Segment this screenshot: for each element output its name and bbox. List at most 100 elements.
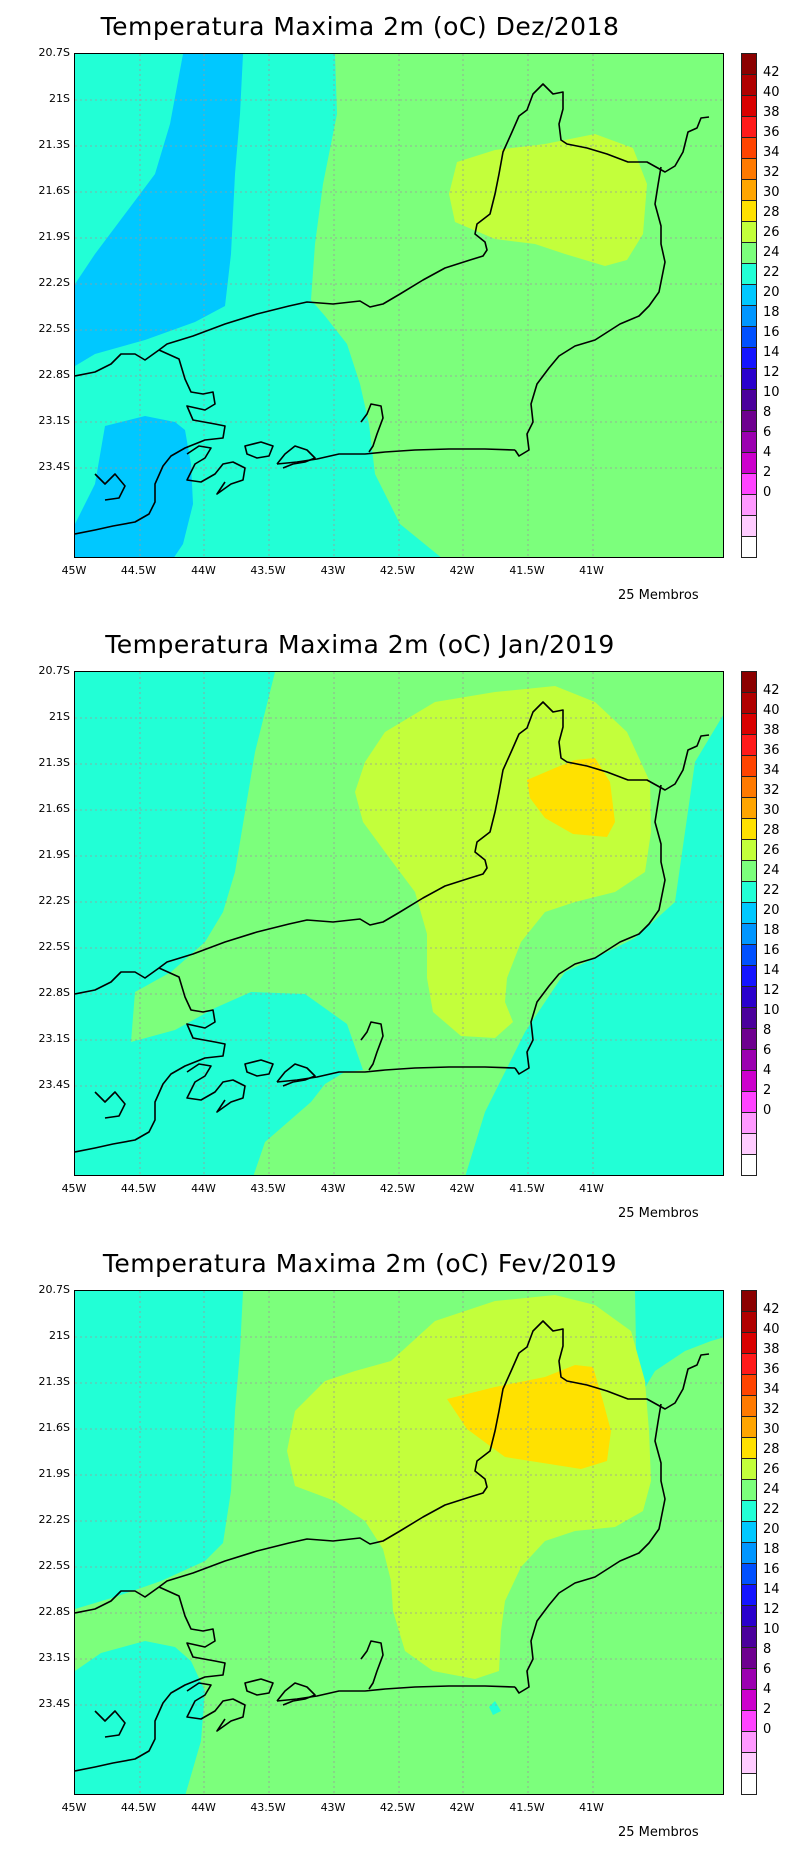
colorbar-swatch <box>741 734 757 755</box>
colorbar-label: 28 <box>763 823 780 838</box>
latitude-tick: 23.4S <box>38 1078 70 1091</box>
latitude-tick: 22.8S <box>38 1605 70 1618</box>
colorbar-swatch <box>741 1731 757 1752</box>
latitude-tick: 21.3S <box>38 1375 70 1388</box>
panel-title: Temperatura Maxima 2m (oC) Jan/2019 <box>105 630 615 659</box>
colorbar-swatch <box>741 53 757 74</box>
colorbar-label: 24 <box>763 863 780 878</box>
colorbar-swatch <box>741 284 757 305</box>
colorbar-label: 8 <box>763 405 772 420</box>
panel-title: Temperatura Maxima 2m (oC) Dez/2018 <box>100 12 620 41</box>
latitude-tick: 21.6S <box>38 802 70 815</box>
colorbar-label: 24 <box>763 245 780 260</box>
latitude-tick: 23.1S <box>38 414 70 427</box>
colorbar-swatch <box>741 1710 757 1731</box>
members-label: 25 Membros <box>618 1206 699 1221</box>
colorbar-label: 22 <box>763 883 780 898</box>
latitude-tick: 22.5S <box>38 1559 70 1572</box>
colorbar-label: 30 <box>763 185 780 200</box>
colorbar-label: 4 <box>763 1063 772 1078</box>
colorbar-swatch <box>741 1154 757 1176</box>
colorbar-label: 36 <box>763 743 780 758</box>
forecast-panel-3: Temperatura Maxima 2m (oC) Fev/2019 <box>0 1237 800 1852</box>
latitude-tick: 21.9S <box>38 230 70 243</box>
colorbar-label: 22 <box>763 265 780 280</box>
colorbar-swatch <box>741 1395 757 1416</box>
colorbar-swatch <box>741 1311 757 1332</box>
colorbar-label: 38 <box>763 723 780 738</box>
colorbar-swatch <box>741 881 757 902</box>
contour-22-north <box>75 54 243 366</box>
latitude-tick: 22.8S <box>38 986 70 999</box>
colorbar-label: 6 <box>763 1662 772 1677</box>
colorbar-swatch <box>741 923 757 944</box>
longitude-tick: 43.5W <box>250 1801 286 1814</box>
colorbar-swatch <box>741 839 757 860</box>
colorbar-swatch <box>741 713 757 734</box>
colorbar-swatch <box>741 860 757 881</box>
colorbar-swatch <box>741 410 757 431</box>
latitude-tick: 21S <box>49 92 70 105</box>
colorbar-swatch <box>741 200 757 221</box>
colorbar-swatch <box>741 1605 757 1626</box>
colorbar-swatch <box>741 755 757 776</box>
colorbar-swatch <box>741 818 757 839</box>
longitude-tick: 41.5W <box>509 564 545 577</box>
longitude-tick: 45W <box>61 1801 87 1814</box>
contour-30 <box>447 1365 611 1469</box>
longitude-tick: 44.5W <box>120 1801 157 1814</box>
colorbar-swatch <box>741 902 757 923</box>
colorbar-swatch <box>741 1647 757 1668</box>
colorbar-label: 26 <box>763 1462 780 1477</box>
members-label: 25 Membros <box>618 1825 699 1840</box>
colorbar-swatch <box>741 1007 757 1028</box>
latitude-tick: 23.1S <box>38 1032 70 1045</box>
colorbar-swatch <box>741 158 757 179</box>
members-label: 25 Membros <box>618 588 699 603</box>
colorbar-label: 36 <box>763 1362 780 1377</box>
colorbar-label: 26 <box>763 843 780 858</box>
colorbar-swatch <box>741 1353 757 1374</box>
colorbar-label: 16 <box>763 1562 780 1577</box>
longitude-tick: 41W <box>579 1182 604 1195</box>
colorbar-label: 22 <box>763 1502 780 1517</box>
coastline <box>75 1320 710 1772</box>
colorbar-label: 4 <box>763 1682 772 1697</box>
colorbar-swatch <box>741 263 757 284</box>
longitude-tick: 42W <box>449 564 475 577</box>
colorbar-swatch <box>741 1479 757 1500</box>
latitude-tick: 21.3S <box>38 138 70 151</box>
colorbar-label: 42 <box>763 65 780 80</box>
colorbar-swatch <box>741 116 757 137</box>
latitude-tick: 21.9S <box>38 1467 70 1480</box>
map-area <box>74 1290 724 1795</box>
latitude-tick: 23.4S <box>38 460 70 473</box>
colorbar-label: 38 <box>763 1342 780 1357</box>
colorbar-swatch <box>741 347 757 368</box>
map-area <box>74 671 724 1176</box>
colorbar-label: 8 <box>763 1023 772 1038</box>
temperature-map <box>75 1291 723 1794</box>
panel-title: Temperatura Maxima 2m (oC) Fev/2019 <box>102 1249 618 1278</box>
colorbar-swatch <box>741 692 757 713</box>
colorbar-swatch <box>741 965 757 986</box>
colorbar-label: 16 <box>763 325 780 340</box>
colorbar-label: 20 <box>763 903 780 918</box>
colorbar-label: 26 <box>763 225 780 240</box>
latitude-tick: 22.8S <box>38 368 70 381</box>
latitude-tick: 20.7S <box>38 46 70 59</box>
longitude-tick: 41W <box>579 564 604 577</box>
colorbar-label: 42 <box>763 683 780 698</box>
grid-lines <box>75 672 723 1175</box>
longitude-tick: 42W <box>449 1182 475 1195</box>
colorbar-label: 10 <box>763 385 780 400</box>
colorbar-swatch <box>741 1773 757 1795</box>
colorbar-label: 24 <box>763 1482 780 1497</box>
colorbar-label: 14 <box>763 963 780 978</box>
colorbar-swatch <box>741 494 757 515</box>
colorbar-swatch <box>741 137 757 158</box>
colorbar-label: 2 <box>763 1083 772 1098</box>
longitude-tick: 44.5W <box>120 564 157 577</box>
colorbar-label: 36 <box>763 125 780 140</box>
colorbar-label: 34 <box>763 145 780 160</box>
